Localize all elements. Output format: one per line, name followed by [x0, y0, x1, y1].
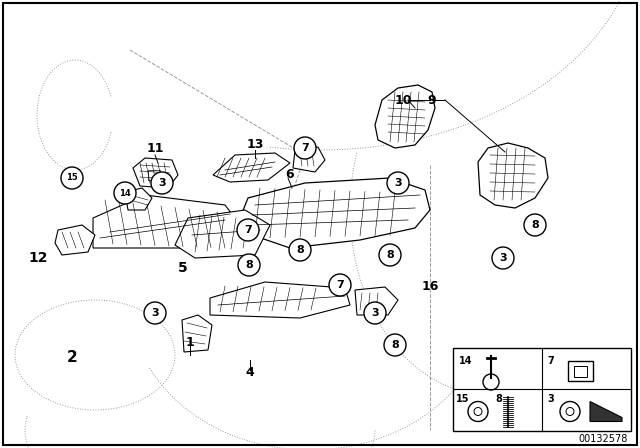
Polygon shape	[590, 401, 622, 422]
Circle shape	[387, 172, 409, 194]
Circle shape	[289, 239, 311, 261]
Text: 3: 3	[151, 308, 159, 318]
Polygon shape	[355, 287, 398, 315]
Polygon shape	[175, 210, 270, 258]
Text: 9: 9	[428, 94, 436, 107]
Text: 8: 8	[495, 395, 502, 405]
Text: 8: 8	[245, 260, 253, 270]
Polygon shape	[240, 178, 430, 248]
Text: 8: 8	[531, 220, 539, 230]
Text: 14: 14	[119, 189, 131, 198]
Text: 3: 3	[158, 178, 166, 188]
Text: 10: 10	[394, 94, 412, 107]
Text: 3: 3	[547, 395, 554, 405]
Circle shape	[379, 244, 401, 266]
Circle shape	[237, 219, 259, 241]
Text: 4: 4	[246, 366, 254, 379]
Circle shape	[114, 182, 136, 204]
Bar	[453, 348, 631, 431]
Text: 15: 15	[456, 395, 470, 405]
Polygon shape	[55, 225, 95, 255]
Circle shape	[151, 172, 173, 194]
Polygon shape	[93, 195, 238, 248]
Text: 00132578: 00132578	[579, 434, 628, 444]
Text: 2: 2	[67, 350, 77, 366]
Polygon shape	[478, 143, 548, 208]
Text: 15: 15	[66, 173, 78, 182]
Text: 13: 13	[246, 138, 264, 151]
Text: 3: 3	[394, 178, 402, 188]
Circle shape	[492, 247, 514, 269]
Text: 7: 7	[336, 280, 344, 290]
Bar	[568, 361, 593, 381]
Polygon shape	[293, 147, 325, 172]
Text: 8: 8	[391, 340, 399, 350]
Text: 3: 3	[371, 308, 379, 318]
Circle shape	[384, 334, 406, 356]
Text: 7: 7	[547, 356, 554, 366]
Text: 11: 11	[147, 142, 164, 155]
Circle shape	[364, 302, 386, 324]
Circle shape	[524, 214, 546, 236]
Text: 8: 8	[296, 245, 304, 255]
Bar	[574, 366, 587, 377]
Text: 7: 7	[244, 225, 252, 235]
Polygon shape	[210, 282, 350, 318]
Circle shape	[329, 274, 351, 296]
Polygon shape	[213, 153, 290, 182]
Circle shape	[144, 302, 166, 324]
Text: 7: 7	[301, 143, 309, 153]
Text: 1: 1	[186, 336, 195, 349]
Circle shape	[238, 254, 260, 276]
Text: 16: 16	[421, 280, 438, 293]
Text: 8: 8	[386, 250, 394, 260]
Text: 5: 5	[178, 261, 188, 275]
Polygon shape	[133, 158, 178, 188]
Polygon shape	[125, 188, 152, 210]
Circle shape	[294, 137, 316, 159]
Circle shape	[61, 167, 83, 189]
Polygon shape	[182, 315, 212, 352]
Text: 3: 3	[499, 253, 507, 263]
Polygon shape	[375, 85, 435, 148]
Text: 14: 14	[459, 356, 472, 366]
Text: 6: 6	[285, 168, 294, 181]
Text: 12: 12	[28, 251, 48, 265]
